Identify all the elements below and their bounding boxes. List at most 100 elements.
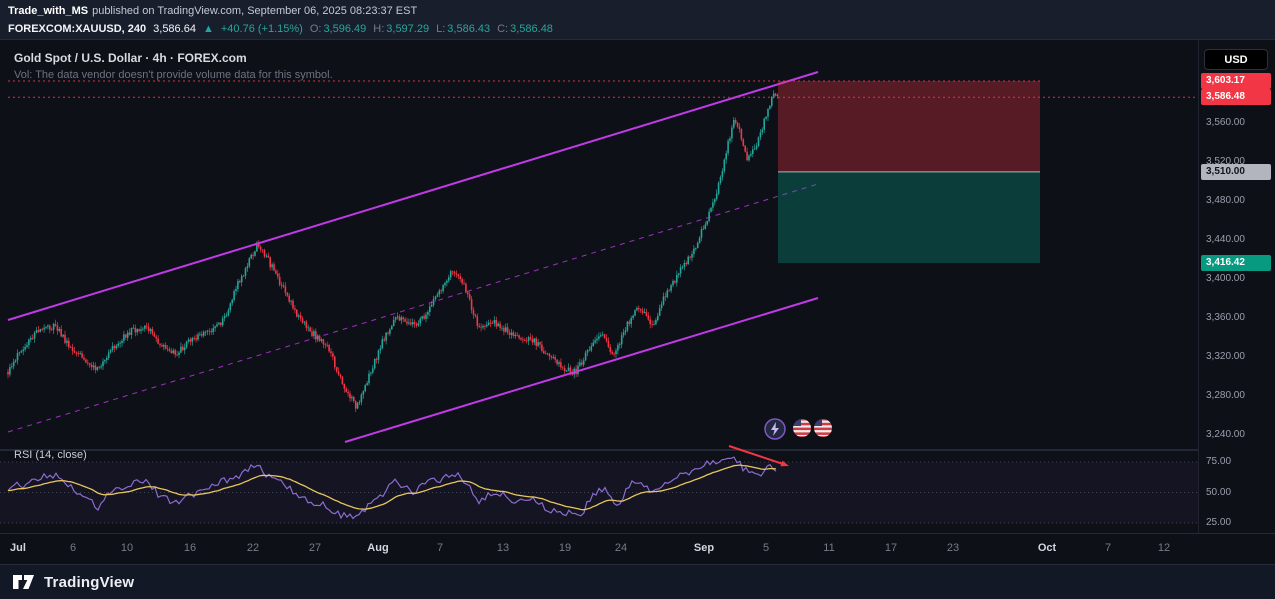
price-axis-label: 3,280.00 xyxy=(1206,390,1245,402)
candle-body xyxy=(138,329,140,332)
short-position-loss-zone[interactable] xyxy=(778,81,1040,172)
candle-body xyxy=(432,299,435,305)
candle-body xyxy=(109,350,112,353)
candle-body xyxy=(233,291,235,300)
high-field: H: 3,597.29 xyxy=(373,20,429,38)
candle-body xyxy=(134,327,137,333)
candle-body xyxy=(151,329,154,334)
candle-body xyxy=(379,348,382,351)
candle-body xyxy=(294,308,296,310)
high-value: 3,597.29 xyxy=(386,23,430,35)
candle-body xyxy=(311,331,313,337)
candle-body xyxy=(721,171,724,177)
chart-canvas[interactable] xyxy=(0,40,1198,533)
candle-body xyxy=(704,224,707,229)
candle-body xyxy=(752,149,754,154)
rsi-line xyxy=(7,456,777,520)
rsi-trendline[interactable] xyxy=(728,445,787,466)
candle-body xyxy=(419,318,422,324)
candle-body xyxy=(218,322,220,325)
channel-lower-line[interactable] xyxy=(344,297,819,443)
candle-body xyxy=(556,359,558,365)
currency-button[interactable]: USD xyxy=(1204,49,1268,70)
candle-body xyxy=(26,345,28,347)
channel-upper-line[interactable] xyxy=(7,71,819,321)
candle-body xyxy=(394,317,397,320)
candle-body xyxy=(212,328,214,333)
time-axis-label: 17 xyxy=(884,542,898,554)
low-label: L: xyxy=(436,23,446,35)
candle-body xyxy=(71,347,74,352)
candle-body xyxy=(715,193,718,200)
candle-body xyxy=(180,346,182,353)
rsi-indicator-label[interactable]: RSI (14, close) xyxy=(14,449,87,461)
candle-body xyxy=(320,339,323,341)
last-price-label[interactable]: 3,586.48 xyxy=(1201,89,1271,106)
candle-body xyxy=(455,273,458,275)
price-scale[interactable]: USD 3,560.00 3,520.00 3,480.00 3,440.00 3,40… xyxy=(1198,40,1275,533)
entry-price-label[interactable]: 3,510.00 xyxy=(1201,163,1271,180)
candle-body xyxy=(14,360,17,362)
candle-body xyxy=(164,345,167,349)
candle-body xyxy=(332,353,334,357)
stop-price-label[interactable]: 3,603.17 xyxy=(1201,73,1271,89)
channel-midline[interactable] xyxy=(7,183,819,433)
candle-body xyxy=(81,353,83,358)
candle-body xyxy=(41,329,43,330)
symbol-name[interactable]: FOREXCOM:XAUUSD, 240 xyxy=(8,23,147,35)
short-position-profit-zone[interactable] xyxy=(778,171,1040,264)
time-axis-label: 11 xyxy=(823,542,835,554)
open-label: O: xyxy=(309,23,322,35)
candle-body xyxy=(307,327,309,329)
candle-body xyxy=(248,258,251,267)
candle-body xyxy=(757,137,760,147)
candle-body xyxy=(223,315,226,319)
candle-body xyxy=(345,388,347,392)
candle-body xyxy=(125,334,127,338)
candle-body xyxy=(662,296,665,305)
candle-body xyxy=(47,325,49,327)
candle-body xyxy=(493,320,496,324)
candle-body xyxy=(503,327,505,332)
price-axis-label: 3,520.00 xyxy=(1206,156,1245,168)
price-axis-label: 3,240.00 xyxy=(1206,429,1245,441)
candle-body xyxy=(239,281,241,283)
candle-body xyxy=(83,357,85,360)
candle-body xyxy=(571,373,574,375)
chart-area[interactable]: Gold Spot / U.S. Dollar · 4h · FOREX.com… xyxy=(0,40,1275,533)
candle-body xyxy=(30,338,32,340)
candle-body xyxy=(592,342,594,347)
candle-body xyxy=(77,352,80,354)
candle-body xyxy=(596,338,598,341)
candle-body xyxy=(430,304,433,307)
candle-body xyxy=(343,384,346,389)
candle-body xyxy=(560,362,562,368)
candle-body xyxy=(453,271,456,274)
candle-body xyxy=(354,401,357,409)
change-up-arrow-icon: ▲ xyxy=(202,23,214,35)
lightning-bolt-glyph xyxy=(771,422,779,436)
candle-body xyxy=(594,340,596,343)
time-axis-label: Aug xyxy=(367,542,389,554)
tradingview-logo[interactable] xyxy=(12,572,35,592)
brand-name[interactable]: TradingView xyxy=(44,573,135,591)
time-axis[interactable]: Jul 6 10 16 22 27 Aug 7 13 19 24 Sep 5 11 17 23 Oct 7 12 xyxy=(0,533,1275,564)
target-price-label[interactable]: 3,416.42 xyxy=(1201,255,1271,272)
candle-body xyxy=(115,345,118,349)
candle-body xyxy=(537,342,539,346)
candle-body xyxy=(658,308,661,316)
candle-body xyxy=(470,299,473,311)
candle-body xyxy=(166,348,169,350)
candle-body xyxy=(565,370,568,372)
candle-body xyxy=(117,343,119,346)
close-value: 3,586.48 xyxy=(510,23,553,35)
author-name[interactable]: Trade_with_MS xyxy=(8,5,89,17)
candle-body xyxy=(9,367,11,375)
candle-body xyxy=(609,347,612,352)
candle-body xyxy=(104,360,106,362)
candle-body xyxy=(731,127,733,139)
candle-body xyxy=(567,367,570,371)
candle-body xyxy=(681,267,684,268)
candle-body xyxy=(478,325,480,327)
rsi-axis-label: 50.00 xyxy=(1206,486,1232,498)
